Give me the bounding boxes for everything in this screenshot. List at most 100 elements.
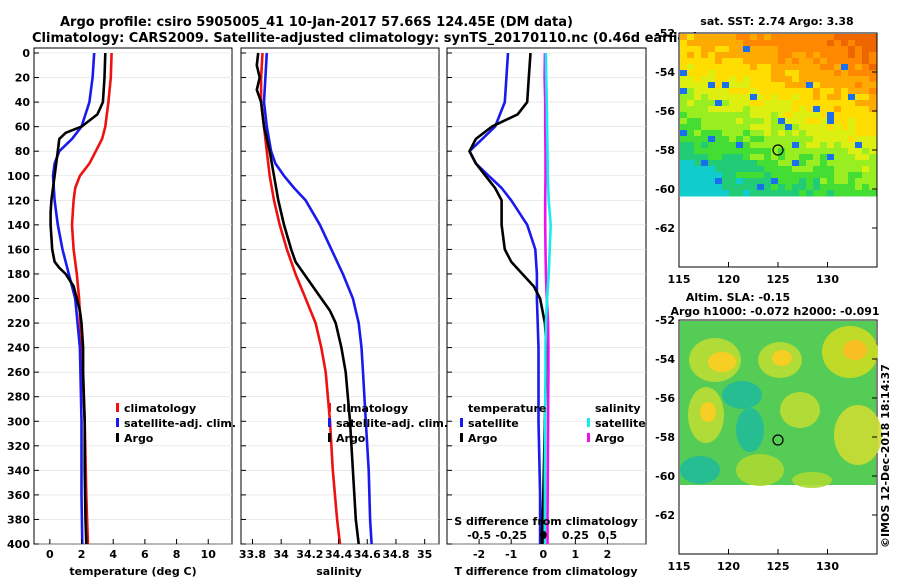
sst-cell [715, 34, 723, 41]
sst-cell [764, 154, 772, 161]
sst-cell [834, 106, 842, 113]
sst-heatmap-cells [680, 34, 877, 197]
sst-cell [869, 154, 877, 161]
sst-cell [841, 64, 849, 71]
sst-cell [687, 106, 695, 113]
sst-cell [715, 94, 723, 101]
sst-cell [743, 148, 751, 155]
sst-cell [813, 190, 821, 197]
sst-cell [736, 76, 744, 83]
sst-cell [869, 124, 877, 131]
sst-cell [799, 178, 807, 185]
sst-cell [820, 58, 828, 65]
sst-cell [855, 100, 863, 107]
series-line-argo [255, 52, 360, 545]
sst-cell [687, 64, 695, 71]
sst-cell [687, 148, 695, 155]
sst-cell [687, 178, 695, 185]
sst-cell [827, 112, 835, 119]
sst-cell [743, 124, 751, 131]
sst-cell [841, 88, 849, 95]
sst-cell [722, 118, 730, 125]
x-tick-label: 33.8 [239, 548, 266, 561]
sst-cell [827, 160, 835, 167]
sst-cell [771, 106, 779, 113]
sst-cell [736, 142, 744, 149]
sst-cell [771, 52, 779, 59]
sst-cell [848, 106, 856, 113]
sst-cell [799, 40, 807, 47]
sst-cell [827, 70, 835, 77]
sst-cell [736, 190, 744, 197]
sst-cell [799, 94, 807, 101]
sst-cell [862, 40, 870, 47]
sst-cell [855, 76, 863, 83]
sst-cell [834, 130, 842, 137]
sst-cell [708, 130, 716, 137]
sst-cell [694, 100, 702, 107]
sst-cell [694, 70, 702, 77]
sst-cell [771, 160, 779, 167]
sst-cell [729, 94, 737, 101]
sla-anomaly-blob [680, 456, 720, 484]
sst-cell [694, 178, 702, 185]
sst-cell [848, 172, 856, 179]
sst-cell [841, 100, 849, 107]
sst-cell [736, 124, 744, 131]
sst-cell [785, 46, 793, 53]
sst-cell [855, 124, 863, 131]
sst-cell [757, 178, 765, 185]
sst-cell [869, 70, 877, 77]
sst-cell [813, 34, 821, 41]
sst-cell [792, 46, 800, 53]
sla-anomaly-blob [708, 352, 736, 372]
depth-tick-label: 360 [7, 489, 30, 502]
sst-cell [701, 160, 709, 167]
sst-cell [778, 160, 786, 167]
sla-map: Altim. SLA: -0.15 Argo h1000: -0.072 h20… [655, 291, 882, 573]
sst-cell [778, 112, 786, 119]
sst-cell [799, 190, 807, 197]
sst-cell [862, 166, 870, 173]
sst-cell [771, 124, 779, 131]
sst-cell [827, 106, 835, 113]
sst-cell [715, 70, 723, 77]
depth-tick-label: 160 [7, 243, 30, 256]
sst-cell [869, 142, 877, 149]
sst-cell [792, 52, 800, 59]
sst-cell [834, 136, 842, 143]
sst-cell [827, 94, 835, 101]
sst-cell [750, 82, 758, 89]
sst-cell [799, 76, 807, 83]
sst-cell [701, 142, 709, 149]
sst-cell [778, 88, 786, 95]
sst-cell [750, 130, 758, 137]
sst-cell [841, 76, 849, 83]
sst-cell [799, 136, 807, 143]
sst-cell [680, 166, 688, 173]
sst-cell [757, 160, 765, 167]
sst-cell [687, 52, 695, 59]
sst-cell [792, 160, 800, 167]
sst-cell [736, 106, 744, 113]
sst-cell [799, 100, 807, 107]
sst-cell [778, 190, 786, 197]
sst-cell [694, 124, 702, 131]
sst-cell [869, 34, 877, 41]
series-line-t-satellite [468, 52, 542, 544]
depth-tick-label: 80 [15, 145, 31, 158]
sst-cell [729, 142, 737, 149]
sst-cell [813, 106, 821, 113]
sst-cell [701, 190, 709, 197]
sst-cell [834, 46, 842, 53]
sst-cell [715, 40, 723, 47]
sst-cell [834, 184, 842, 191]
sst-cell [820, 82, 828, 89]
sst-cell [680, 34, 688, 41]
t-difference-xlabel: T difference from climatology [454, 565, 637, 578]
sst-cell [680, 172, 688, 179]
sst-cell [694, 76, 702, 83]
sst-cell [750, 52, 758, 59]
sst-cell [785, 112, 793, 119]
